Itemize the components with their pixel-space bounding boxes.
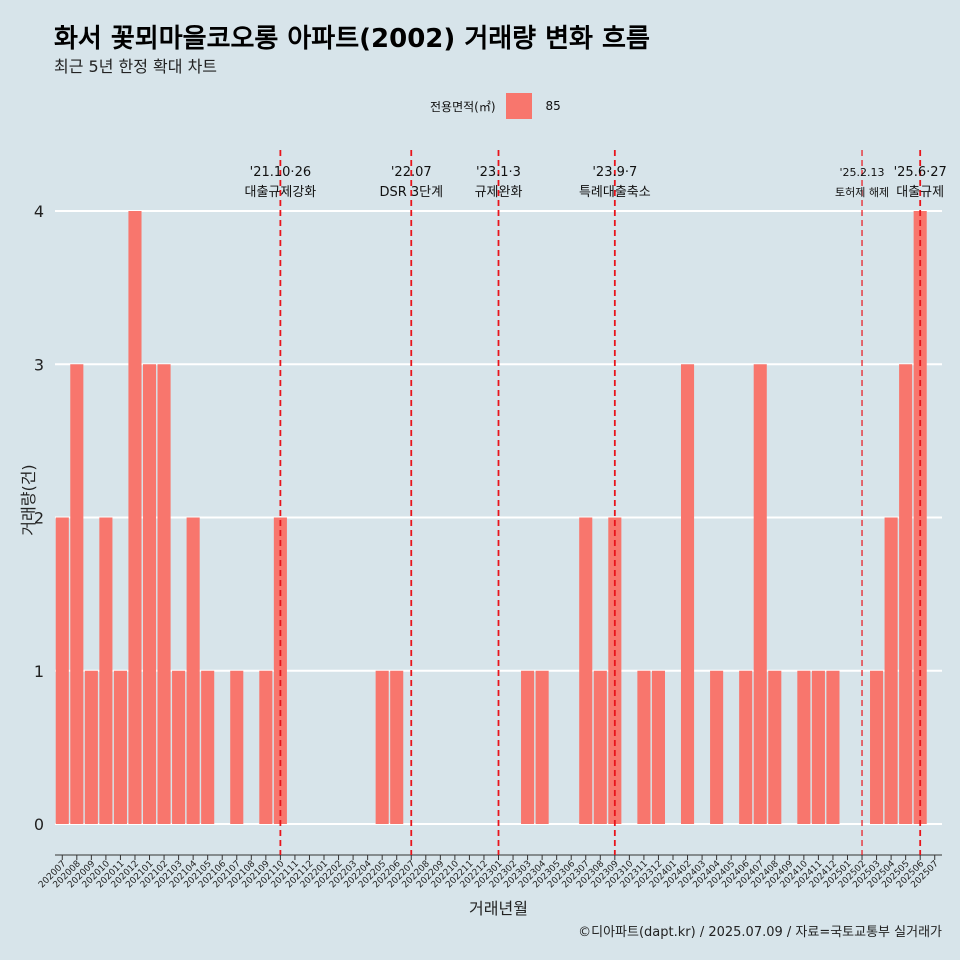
bar xyxy=(230,670,244,824)
bar xyxy=(753,364,767,824)
legend-label: 85 xyxy=(545,99,561,113)
bar xyxy=(375,670,389,824)
credit-text: ©디아파트(dapt.kr) / 2025.07.09 / 자료=국토교통부 실… xyxy=(578,925,942,940)
event-date: '22.07 xyxy=(391,165,432,180)
bar xyxy=(637,670,651,824)
bar xyxy=(651,670,665,824)
bar xyxy=(768,670,782,824)
event-label: 대출규제강화 xyxy=(245,185,317,200)
y-axis-title: 거래량(건) xyxy=(19,464,38,535)
bar xyxy=(826,670,840,824)
bar xyxy=(913,211,927,824)
event-label: 대출규제 xyxy=(896,185,944,200)
legend: 전용면적(㎡) 85 xyxy=(430,93,561,119)
x-axis-title: 거래년월 xyxy=(469,899,528,918)
y-tick-label: 3 xyxy=(34,355,44,374)
bar xyxy=(113,670,127,824)
bar xyxy=(870,670,884,824)
bar xyxy=(680,364,695,824)
event-date: '21.10·26 xyxy=(250,165,311,180)
event-label: 규제완화 xyxy=(475,185,523,200)
event-date: '25.2.13 xyxy=(840,166,885,179)
bar xyxy=(128,211,142,824)
legend-title: 전용면적(㎡) xyxy=(430,99,496,114)
event-label: DSR 3단계 xyxy=(379,185,443,200)
bar xyxy=(593,670,607,824)
bar xyxy=(99,517,113,824)
bar xyxy=(797,670,811,824)
y-tick-label: 0 xyxy=(34,815,44,834)
bar xyxy=(579,517,593,824)
y-tick-label: 4 xyxy=(34,202,44,221)
bar xyxy=(55,517,69,824)
event-date: '23.1·3 xyxy=(476,165,521,180)
event-date: '23.9·7 xyxy=(592,165,637,180)
y-tick-label: 1 xyxy=(34,662,44,681)
bar xyxy=(186,517,200,824)
bar xyxy=(157,364,171,824)
y-tick-label: 2 xyxy=(34,509,44,528)
bar xyxy=(172,670,186,824)
bar xyxy=(142,364,157,824)
bar xyxy=(390,670,404,824)
bar xyxy=(739,670,753,824)
bar xyxy=(899,364,913,824)
bar xyxy=(70,364,84,824)
bar xyxy=(521,670,535,824)
event-date: '25.6·27 xyxy=(894,165,947,180)
bar xyxy=(811,670,825,824)
bar xyxy=(535,670,549,824)
bar xyxy=(201,670,215,824)
chart-title: 화서 꽃뫼마을코오롱 아파트(2002) 거래량 변화 흐름 xyxy=(54,24,650,54)
bar xyxy=(884,517,898,824)
bar xyxy=(84,670,98,824)
legend-swatch xyxy=(505,93,532,119)
bar xyxy=(710,670,724,824)
chart-subtitle: 최근 5년 한정 확대 차트 xyxy=(54,57,218,76)
event-label: 특례대출축소 xyxy=(579,185,651,200)
event-label: 토허제 해제 xyxy=(835,185,889,199)
bar xyxy=(259,670,273,824)
